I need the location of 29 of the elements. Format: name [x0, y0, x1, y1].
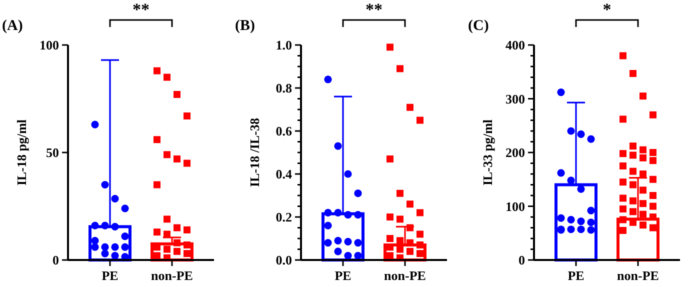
x-tick-label: non-PE [384, 268, 426, 283]
chart-title: (B) [235, 18, 255, 34]
y-tick-label: 300 [506, 91, 525, 106]
y-tick-label: 0.4 [276, 166, 292, 182]
y-tick-label: 1.0 [276, 38, 292, 53]
y-tick-label: 0.6 [276, 124, 292, 139]
y-axis-title: IL-18 /IL-38 [247, 118, 262, 187]
y-tick-label: 100 [40, 38, 59, 53]
y-tick-label: 200 [506, 145, 525, 160]
x-tick-label: non-PE [617, 268, 659, 283]
x-tick-label: PE [334, 268, 352, 283]
text: ** [366, 0, 382, 19]
text: * [602, 0, 612, 19]
y-tick-label: 100 [506, 198, 525, 214]
x-tick-label: non-PE [151, 268, 193, 283]
y-tick-label: 400 [506, 38, 525, 53]
y-tick-label: 50 [46, 145, 59, 160]
y-axis-title: IL-18 pg/ml [14, 119, 29, 186]
y-tick-label: 0.0 [276, 252, 292, 268]
y-tick-label: 0 [518, 252, 525, 268]
y-axis-title: IL-33 pg/ml [480, 119, 495, 186]
x-tick-label: PE [102, 268, 118, 283]
y-tick-label: 0 [52, 252, 59, 268]
x-tick-label: PE [568, 268, 584, 283]
chart-title: (A) [2, 18, 23, 34]
chart-title: (C) [468, 18, 489, 34]
text: ** [132, 0, 150, 19]
y-tick-label: 0.8 [276, 80, 292, 96]
y-tick-label: 0.2 [276, 210, 292, 225]
